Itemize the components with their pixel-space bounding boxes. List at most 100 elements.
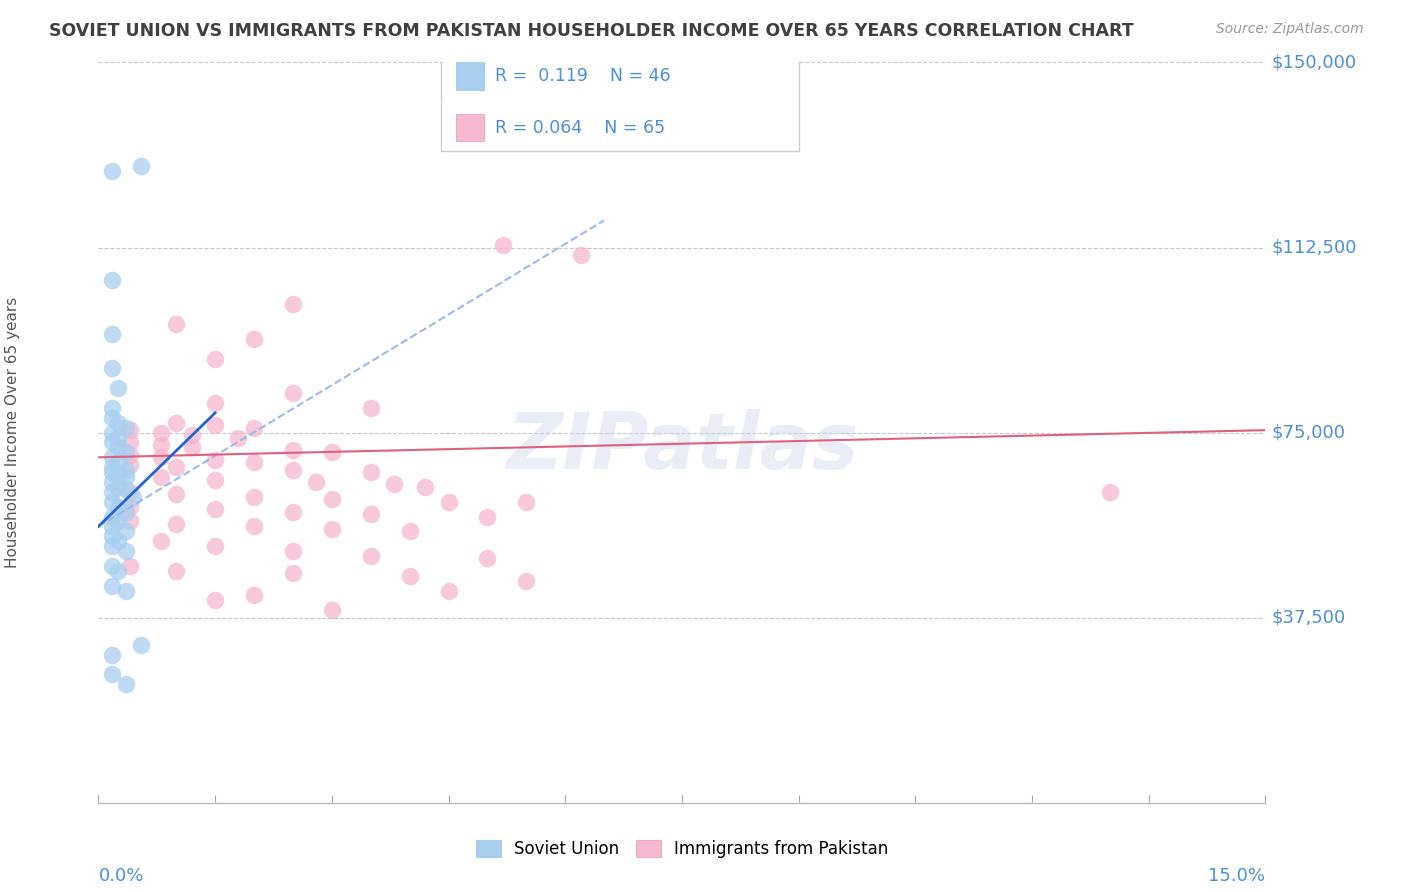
Point: [114, 470, 136, 484]
Point: [101, 361, 124, 376]
Point: [398, 568, 420, 582]
Point: [101, 519, 124, 533]
Text: $150,000: $150,000: [1271, 54, 1357, 71]
Point: [107, 515, 129, 529]
Point: [101, 465, 124, 479]
Point: [101, 164, 124, 178]
Point: [149, 470, 172, 484]
Point: [149, 450, 172, 465]
Point: [107, 534, 129, 549]
Point: [165, 317, 187, 331]
Point: [492, 238, 515, 252]
Text: 15.0%: 15.0%: [1208, 867, 1265, 885]
Point: [118, 423, 141, 437]
Text: Source: ZipAtlas.com: Source: ZipAtlas.com: [1216, 22, 1364, 37]
Point: [101, 435, 124, 450]
Point: [204, 396, 226, 410]
Point: [204, 502, 226, 516]
FancyBboxPatch shape: [457, 114, 484, 142]
Point: [228, 431, 250, 445]
Point: [204, 473, 226, 487]
Point: [107, 441, 129, 455]
Text: $37,500: $37,500: [1271, 608, 1346, 627]
Point: [515, 494, 537, 508]
Point: [149, 534, 172, 549]
Point: [149, 425, 172, 440]
Point: [281, 462, 304, 476]
Point: [165, 487, 187, 501]
Point: [180, 441, 202, 455]
Point: [101, 539, 124, 553]
Point: [114, 677, 136, 691]
Point: [204, 351, 226, 366]
Point: [360, 401, 382, 415]
Point: [1098, 484, 1121, 499]
Point: [204, 593, 226, 607]
Point: [118, 484, 141, 499]
Point: [437, 583, 460, 598]
Point: [107, 455, 129, 469]
Point: [281, 386, 304, 401]
Point: [477, 509, 499, 524]
Point: [165, 516, 187, 531]
Point: [398, 524, 420, 539]
Point: [413, 480, 436, 494]
Point: [360, 465, 382, 479]
Point: [101, 475, 124, 489]
Point: [118, 515, 141, 529]
Point: [118, 458, 141, 472]
Point: [114, 544, 136, 558]
Point: [107, 500, 129, 514]
Point: [107, 416, 129, 430]
Point: [243, 455, 266, 469]
Text: R = 0.064    N = 65: R = 0.064 N = 65: [495, 119, 665, 136]
Point: [107, 467, 129, 482]
Point: [305, 475, 328, 489]
Point: [101, 401, 124, 415]
Point: [204, 418, 226, 433]
Point: [129, 159, 152, 173]
Point: [204, 452, 226, 467]
Point: [243, 490, 266, 504]
Legend: Soviet Union, Immigrants from Pakistan: Soviet Union, Immigrants from Pakistan: [468, 833, 896, 865]
Point: [281, 544, 304, 558]
Point: [204, 539, 226, 553]
Point: [321, 522, 343, 536]
Point: [243, 589, 266, 603]
Point: [360, 507, 382, 521]
Point: [101, 450, 124, 465]
Point: [114, 420, 136, 434]
Point: [101, 529, 124, 543]
Point: [101, 494, 124, 508]
Point: [437, 494, 460, 508]
Point: [114, 483, 136, 497]
Point: [101, 667, 124, 681]
Point: [243, 519, 266, 533]
Point: [101, 484, 124, 499]
Point: [107, 381, 129, 395]
Text: R =  0.119    N = 46: R = 0.119 N = 46: [495, 67, 671, 85]
Point: [101, 509, 124, 524]
Point: [180, 428, 202, 442]
Point: [165, 416, 187, 430]
Point: [114, 505, 136, 519]
Text: SOVIET UNION VS IMMIGRANTS FROM PAKISTAN HOUSEHOLDER INCOME OVER 65 YEARS CORREL: SOVIET UNION VS IMMIGRANTS FROM PAKISTAN…: [49, 22, 1133, 40]
Point: [360, 549, 382, 563]
Point: [281, 442, 304, 457]
Point: [165, 564, 187, 578]
Point: [321, 492, 343, 507]
Point: [165, 460, 187, 475]
Point: [118, 558, 141, 573]
Point: [107, 480, 129, 494]
Point: [149, 438, 172, 452]
Point: [281, 297, 304, 311]
Point: [107, 564, 129, 578]
Point: [515, 574, 537, 588]
Point: [122, 490, 145, 504]
Point: [114, 445, 136, 459]
Point: [281, 566, 304, 581]
Point: [101, 648, 124, 662]
Point: [569, 248, 592, 262]
Text: ZIPatlas: ZIPatlas: [506, 409, 858, 485]
Point: [321, 445, 343, 459]
